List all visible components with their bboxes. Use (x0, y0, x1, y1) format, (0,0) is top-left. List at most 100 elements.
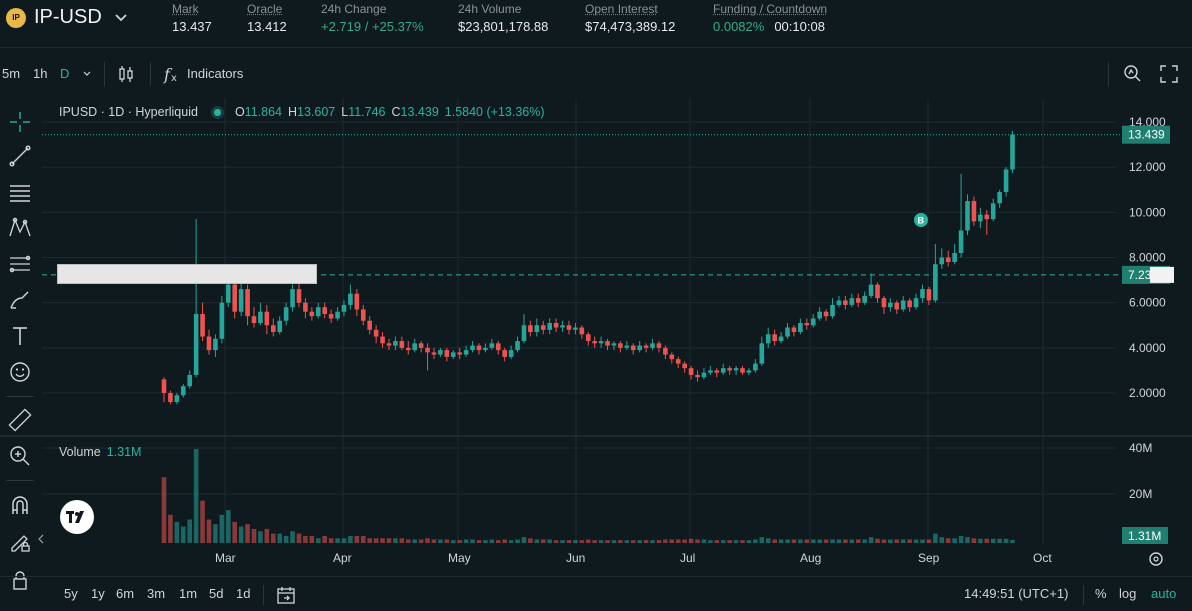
tradingview-logo-icon[interactable] (60, 500, 94, 534)
volume-bar (888, 539, 893, 543)
ruler-icon[interactable] (6, 406, 34, 434)
candle (817, 307, 822, 321)
candle-body (952, 253, 957, 263)
stat-value: 13.412 (247, 19, 287, 34)
candle (483, 343, 488, 353)
trend-line-icon[interactable] (6, 142, 34, 170)
volume-bar (431, 539, 437, 543)
candle-body (386, 343, 392, 346)
candle (206, 329, 212, 355)
auto-scale-toggle[interactable]: auto (1151, 586, 1177, 601)
clock-time[interactable]: 14:49:51 (UTC+1) (964, 586, 1069, 601)
brush-icon[interactable] (6, 286, 34, 314)
crosshair-icon[interactable] (6, 108, 34, 136)
range-5d[interactable]: 5d (209, 586, 224, 601)
volume-bar (875, 538, 880, 543)
candle-body (656, 343, 662, 348)
percent-scale-toggle[interactable]: % (1095, 586, 1107, 601)
legend-symbol[interactable]: IPUSD · 1D · Hyperliquid (59, 105, 198, 119)
stat-label[interactable]: Mark (172, 2, 199, 16)
candle-body (688, 368, 694, 375)
candle (888, 298, 893, 312)
x-tick-label: Apr (333, 551, 352, 565)
range-5y[interactable]: 5y (64, 586, 78, 601)
volume-bar (405, 539, 411, 543)
candle-body (579, 327, 585, 335)
stat-label[interactable]: Oracle (247, 2, 283, 16)
candle-body (450, 352, 456, 357)
emoji-icon[interactable] (6, 358, 34, 386)
candle (200, 302, 205, 342)
volume-bar (926, 539, 932, 543)
chevron-down-icon[interactable] (114, 10, 128, 26)
lock-drawings-pencil-icon[interactable] (6, 528, 34, 556)
indicators-button[interactable]: Indicators (187, 66, 244, 81)
candle (560, 320, 565, 333)
candle (765, 327, 771, 348)
candle-body (637, 345, 642, 351)
volume-bar (720, 540, 726, 543)
volume-bar (907, 539, 912, 543)
interval-1h[interactable]: 1h (33, 66, 48, 81)
volume-bar (618, 540, 623, 543)
volume-bar (573, 540, 578, 543)
interval-5m[interactable]: 5m (2, 66, 21, 81)
candle-body (193, 313, 199, 375)
lock-icon[interactable] (6, 566, 34, 594)
candle (573, 323, 578, 335)
volume-bar (971, 538, 977, 543)
range-1m[interactable]: 1m (179, 586, 198, 601)
stat-label[interactable]: Funding / Countdown (713, 2, 828, 16)
collapse-toolbar-icon[interactable] (36, 532, 46, 546)
candle-body (470, 345, 475, 351)
stat-label[interactable]: Open Interest (585, 2, 658, 16)
chevron-down-icon[interactable] (80, 66, 94, 80)
buy-marker[interactable]: B (914, 213, 928, 227)
quick-search-icon[interactable] (1121, 62, 1145, 86)
magnet-icon[interactable] (6, 492, 34, 520)
candle (566, 320, 572, 335)
candle (785, 323, 790, 339)
range-1y[interactable]: 1y (91, 586, 105, 601)
pattern-icon[interactable] (6, 214, 34, 242)
volume-legend: Volume 1.31M (59, 445, 141, 459)
text-tool-icon[interactable] (6, 322, 34, 350)
go-to-date-icon[interactable] (274, 583, 298, 607)
volume-bar (978, 538, 983, 543)
candle-body (733, 368, 739, 371)
chart-settings-gear-icon[interactable] (1149, 552, 1163, 566)
volume-bar (836, 539, 842, 543)
fullscreen-icon[interactable] (1157, 62, 1181, 86)
candle (900, 295, 906, 312)
svg-text:f: f (163, 65, 173, 84)
fib-retracement-icon[interactable] (6, 250, 34, 278)
candle (733, 365, 739, 375)
log-scale-toggle[interactable]: log (1119, 586, 1137, 601)
volume-bar (592, 540, 597, 543)
x-tick-label: Jun (566, 551, 585, 565)
range-1d[interactable]: 1d (236, 586, 251, 601)
range-6m[interactable]: 6m (116, 586, 135, 601)
volume-bar (913, 539, 919, 543)
toolbar-divider (6, 396, 34, 397)
candle (675, 356, 681, 369)
volume-bar (952, 538, 957, 543)
volume-bar (348, 535, 353, 543)
candle-body (457, 352, 462, 355)
pair-selector[interactable]: IP IP-USD (6, 6, 128, 29)
range-3m[interactable]: 3m (147, 586, 166, 601)
volume-bar (393, 538, 398, 543)
legend-open: 11.864 (244, 105, 282, 119)
stat-oracle: Oracle 13.412 (247, 2, 287, 34)
legend-low-key: L (341, 105, 349, 119)
volume-bar (399, 538, 405, 543)
horizontal-lines-icon[interactable] (6, 178, 34, 206)
candle-type-icon[interactable] (114, 62, 138, 86)
interval-d[interactable]: D (60, 66, 70, 81)
volume-bar (219, 514, 225, 543)
candle (933, 243, 938, 303)
zoom-in-icon[interactable] (6, 442, 34, 470)
svg-text:x: x (171, 73, 177, 84)
